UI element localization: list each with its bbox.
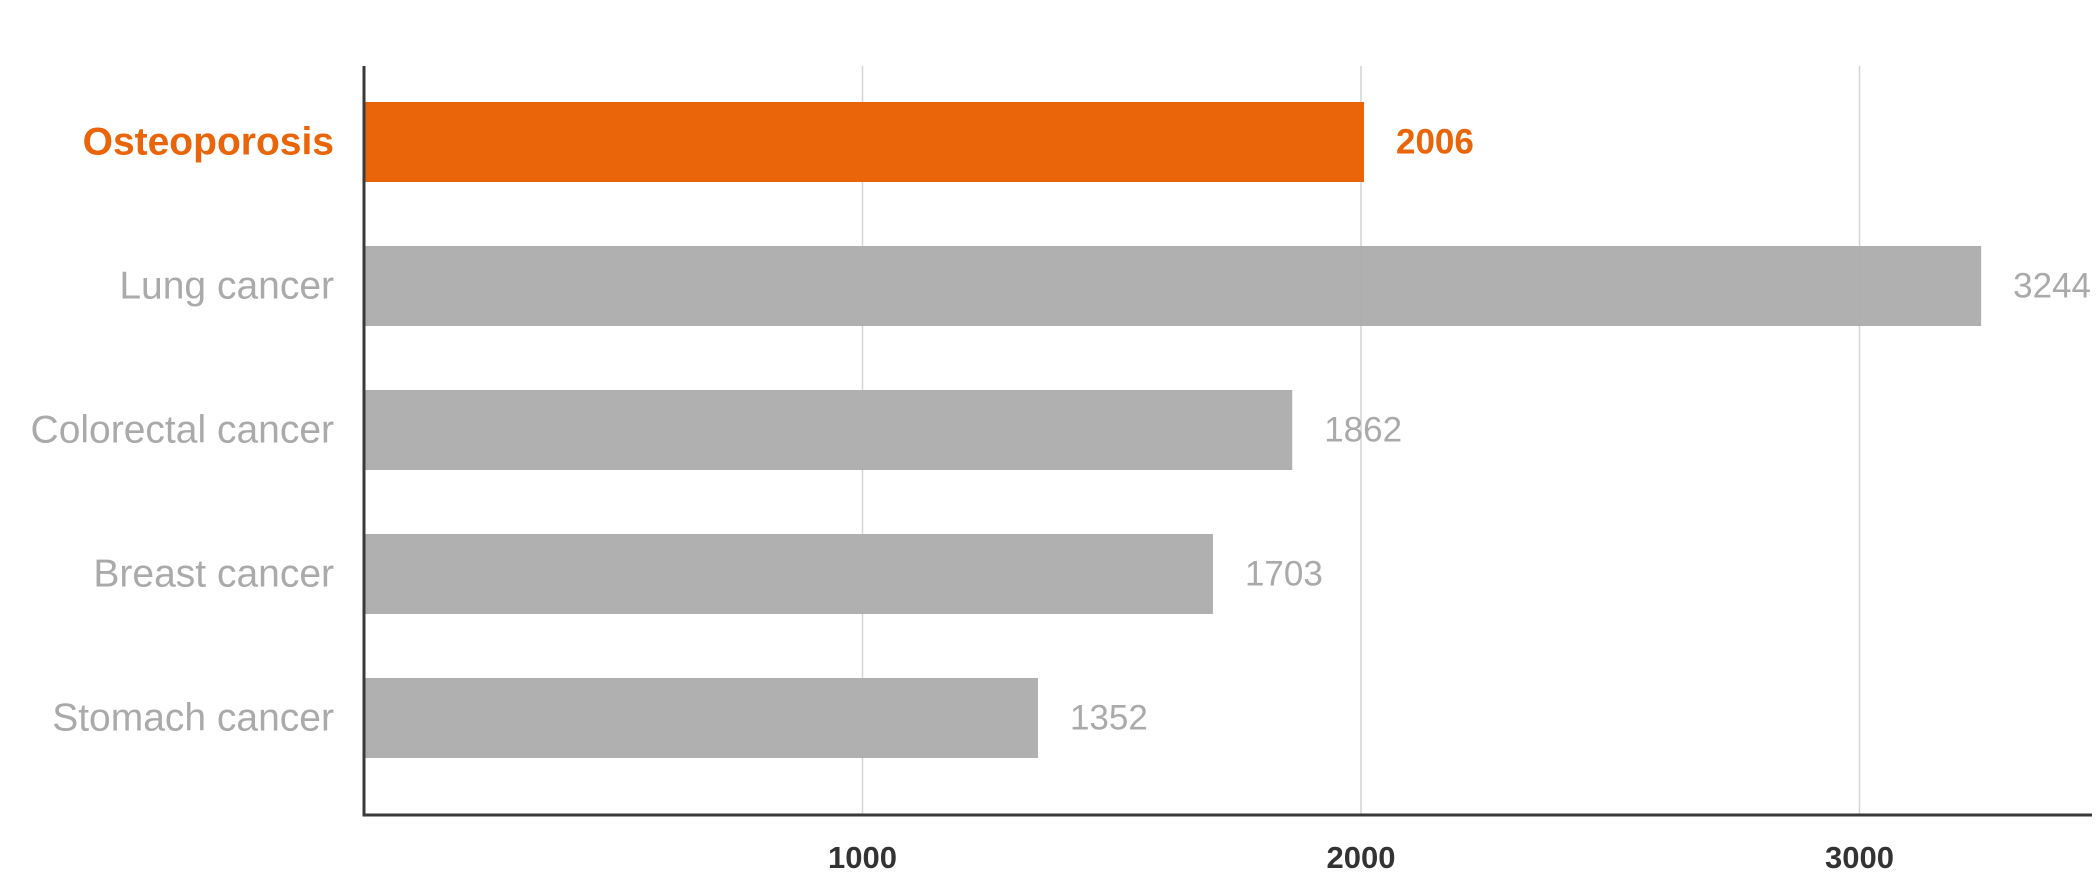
value-label-lung-cancer: 3244 — [2013, 267, 2091, 306]
x-tick-label-1000: 1000 — [828, 840, 897, 875]
bar-stomach-cancer — [364, 678, 1038, 758]
bar-breast-cancer — [364, 534, 1213, 614]
value-label-stomach-cancer: 1352 — [1070, 699, 1148, 738]
x-tick-label-3000: 3000 — [1825, 840, 1894, 875]
category-label-breast-cancer: Breast cancer — [93, 553, 334, 596]
bars — [364, 102, 1982, 758]
bar-osteoporosis — [364, 102, 1364, 182]
category-labels: Osteoporosis Lung cancer Colorectal cancer… — [31, 121, 334, 740]
value-label-osteoporosis: 2006 — [1396, 123, 1474, 162]
x-tick-labels: 1000 2000 3000 — [828, 840, 1894, 875]
bar-lung-cancer — [364, 246, 1982, 326]
category-label-lung-cancer: Lung cancer — [119, 265, 334, 308]
value-label-colorectal-cancer: 1862 — [1324, 411, 1402, 450]
axes — [362, 66, 2092, 817]
value-label-breast-cancer: 1703 — [1245, 555, 1323, 594]
category-label-colorectal-cancer: Colorectal cancer — [31, 409, 334, 452]
category-label-osteoporosis: Osteoporosis — [83, 121, 334, 164]
category-label-stomach-cancer: Stomach cancer — [52, 697, 334, 740]
x-tick-label-2000: 2000 — [1327, 840, 1396, 875]
bar-colorectal-cancer — [364, 390, 1293, 470]
value-labels: 2006 3244 1862 1703 1352 — [1070, 123, 2091, 738]
